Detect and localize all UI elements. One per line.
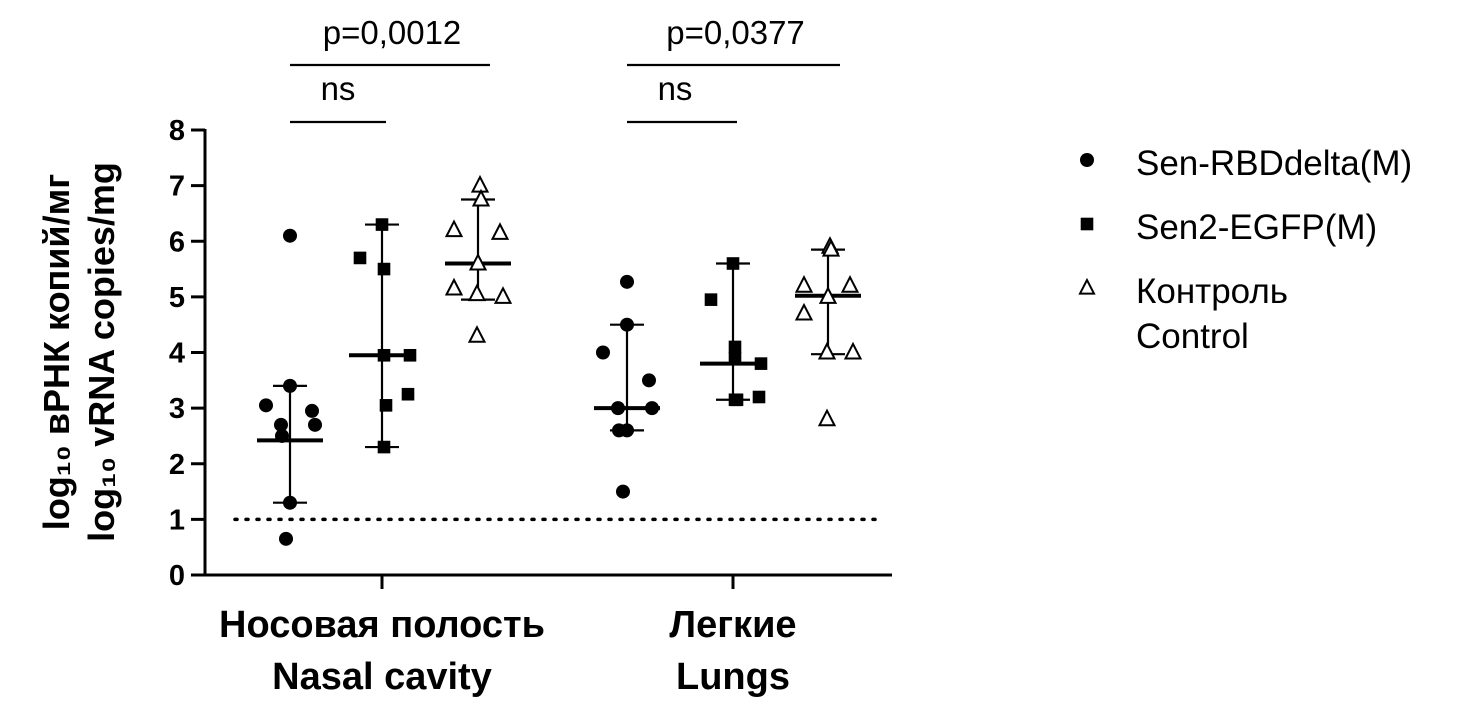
data-point [490,222,510,240]
data-point [843,341,863,360]
data-point [794,275,814,293]
data-point [616,484,630,499]
data-point [305,403,319,418]
data-point [611,401,625,416]
legend-label: Sen-RBDdelta(M) [1136,144,1412,183]
significance-label: ns [321,70,356,107]
y-tick-label: 2 [169,449,185,481]
y-tick-label: 4 [169,338,185,370]
significance-label: p=0,0377 [666,14,805,51]
data-point [728,351,742,365]
y-tick-label: 0 [169,560,185,592]
data-point [817,408,837,427]
data-point [308,417,322,432]
data-point [645,401,659,416]
data-point [403,348,417,362]
legend-marker-square [1080,217,1094,231]
legend-label: Control [1136,317,1249,356]
legend-label: Контроль [1136,272,1288,311]
x-category-label: Nasal cavity [272,656,492,698]
data-point [375,218,389,231]
data-point [377,440,391,454]
data-point [471,188,491,207]
data-point [353,251,367,265]
data-point [379,399,393,412]
data-point [470,174,490,193]
data-point [728,393,742,407]
y-tick-label: 7 [169,171,185,203]
y-axis-label: log₁₀ вРНК копий/мг log₁₀ vRNA copies/mg [36,162,122,542]
x-axis: Носовая полость Nasal cavity Легкие Lungs [203,573,892,698]
data-point [283,228,297,243]
y-axis-label-line: log₁₀ vRNA copies/mg [81,162,122,542]
y-tick-label: 8 [169,115,185,147]
data-point [467,325,487,343]
data-point [259,398,273,413]
significance-label: p=0,0012 [323,14,462,51]
y-axis-label-line: log₁₀ вРНК копий/мг [36,174,77,530]
series-circle [257,228,660,546]
data-point [468,252,488,271]
data-point [377,262,391,276]
data-point [444,277,464,296]
legend-marker-circle [1080,153,1094,167]
data-point [620,423,634,438]
data-point [817,341,837,360]
data-point [596,345,610,360]
data-point [274,417,288,432]
x-category-label: Lungs [676,656,790,698]
data-point [840,275,860,293]
series-square [349,218,768,454]
data-point [821,238,841,257]
x-category-label: Носовая полость [219,604,545,646]
y-tick-label: 3 [169,393,185,425]
x-category-label: Легкие [669,604,796,646]
y-tick-label: 1 [169,504,185,536]
data-point [752,390,766,404]
data-point [754,357,768,370]
data-point [279,531,293,546]
y-tick-label: 6 [169,226,185,258]
data-point [493,286,513,304]
data-point [444,219,464,238]
y-axis: 0 1 2 3 4 5 6 7 8 [169,115,207,592]
data-point [620,317,634,332]
data-point [467,283,487,302]
significance-annotations: p=0,0012 ns p=0,0377 ns [290,14,840,124]
data-point [283,378,297,393]
data-point [283,495,297,510]
data-point [728,340,742,354]
y-tick-label: 5 [169,282,185,314]
data-point [818,286,838,304]
data-point [377,348,391,362]
significance-label: ns [658,70,693,107]
legend-label: Sen2-EGFP(M) [1136,208,1377,247]
data-point [275,428,289,443]
data-point [401,387,415,401]
data-point [620,274,634,289]
legend: Sen-RBDdelta(M) Sen2-EGFP(M) Контроль Contr… [1078,144,1412,356]
legend-marker-triangle [1078,277,1096,295]
data-point [794,302,814,321]
data-point [642,373,656,388]
series-triangle [444,174,863,427]
data-point [704,293,718,306]
data-point [726,257,740,270]
